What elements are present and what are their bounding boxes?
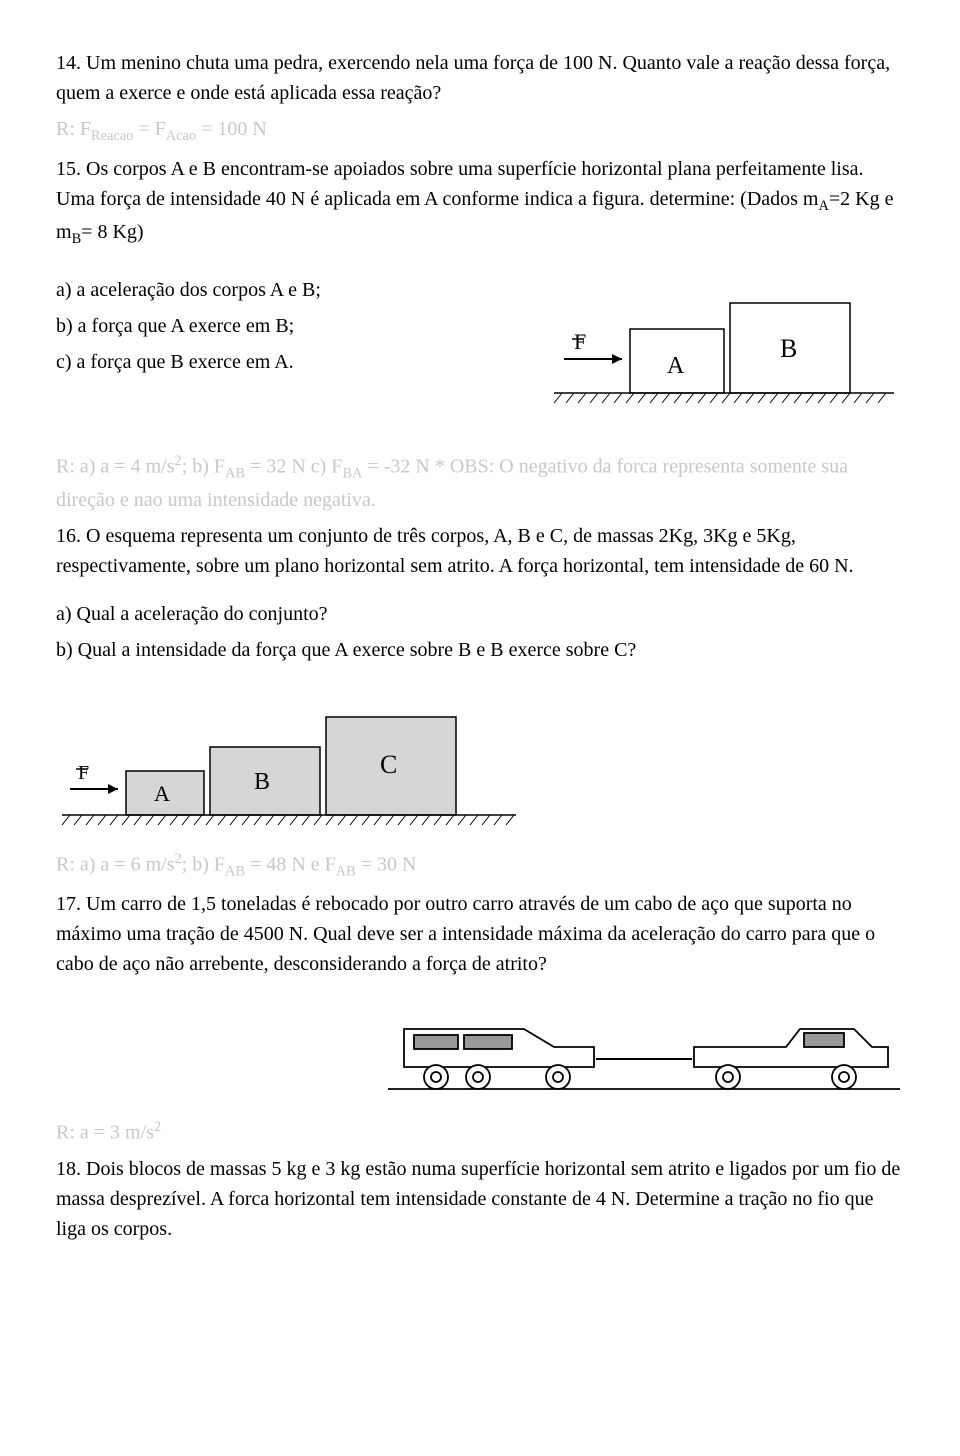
q14-text: 14. Um menino chuta uma pedra, exercendo… (56, 48, 904, 108)
q18-text: 18. Dois blocos de massas 5 kg e 3 kg es… (56, 1154, 904, 1244)
q16-part-a: a) Qual a aceleração do conjunto? (56, 599, 904, 629)
q15-ans-b-sub: AB (225, 465, 245, 481)
q17-text: 17. Um carro de 1,5 toneladas é rebocado… (56, 889, 904, 979)
q16-part-b: b) Qual a intensidade da força que A exe… (56, 635, 904, 665)
q16-fig-box-c: C (380, 750, 397, 779)
q15-sub-b: B (72, 231, 82, 247)
q16-text: 16. O esquema representa um conjunto de … (56, 521, 904, 581)
q16-ans-b: ; b) F (182, 854, 225, 876)
q15-figure: F A B (544, 267, 904, 407)
q14-answer: R: FReacao = FAcao = 100 N (56, 114, 904, 148)
q14-ans-sub2: Acao (166, 128, 196, 144)
q16-ans-c-sub: AB (336, 864, 356, 880)
q15-part-a: a) a aceleração dos corpos A e B; (56, 275, 526, 305)
q15-ans-a: R: a) a = 4 m/s (56, 455, 175, 477)
q15-ans-c: = 32 N c) F (245, 455, 342, 477)
q16-answer: R: a) a = 6 m/s2; b) FAB = 48 N e FAB = … (56, 849, 904, 883)
q15-fig-box-a: A (667, 353, 685, 379)
q15-part-b: b) a força que A exerce em B; (56, 311, 526, 341)
q14-ans-mid: = F (133, 118, 165, 140)
q17-figure (384, 993, 904, 1103)
q16-fig-box-a: A (154, 781, 170, 806)
q16-ans-c: = 48 N e F (245, 854, 336, 876)
q16-ans-a: R: a) a = 6 m/s (56, 854, 175, 876)
q15-text-c: = 8 Kg) (81, 221, 143, 243)
q17-answer: R: a = 3 m/s2 (56, 1117, 904, 1148)
q15-ans-a-sup: 2 (175, 453, 182, 469)
q16-ans-a-sup: 2 (175, 851, 182, 867)
q15-ans-c-sub: BA (342, 465, 362, 481)
q15-sub-a: A (819, 198, 829, 214)
q16-fig-force-label: F (78, 762, 89, 784)
q17-ans-a-sup: 2 (154, 1119, 161, 1135)
q15-text: 15. Os corpos A e B encontram-se apoiado… (56, 154, 904, 251)
q14-ans-sub1: Reacao (91, 128, 133, 144)
q14-ans-tail: = 100 N (196, 118, 267, 140)
q17-ans-a: R: a = 3 m/s (56, 1122, 154, 1144)
q15-fig-box-b: B (780, 334, 797, 363)
q16-ans-d: = 30 N (356, 854, 417, 876)
q16-fig-box-b: B (254, 769, 270, 795)
q15-answer: R: a) a = 4 m/s2; b) FAB = 32 N c) FBA =… (56, 451, 904, 515)
q15-part-c: c) a força que B exerce em A. (56, 347, 526, 377)
q15-text-a: 15. Os corpos A e B encontram-se apoiado… (56, 158, 864, 210)
q16-ans-b-sub: AB (225, 864, 245, 880)
q15-ans-b: ; b) F (182, 455, 225, 477)
q16-figure: F A B C (56, 685, 904, 835)
q15-fig-force-label: F (574, 329, 586, 354)
q14-ans-prefix: R: F (56, 118, 91, 140)
